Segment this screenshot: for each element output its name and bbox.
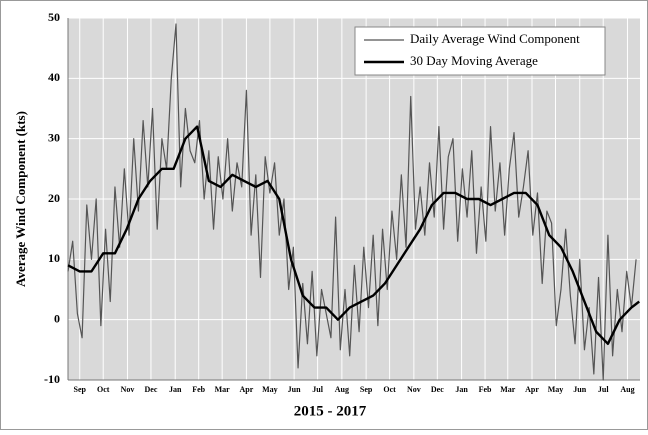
- x-tick-label: Feb: [192, 385, 205, 394]
- x-tick-label: Mar: [215, 385, 231, 394]
- x-tick-label: Aug: [335, 385, 349, 394]
- x-tick-label: Mar: [500, 385, 516, 394]
- x-tick-label: Jul: [598, 385, 609, 394]
- y-tick-label: 40: [48, 70, 60, 84]
- x-tick-label: Feb: [479, 385, 492, 394]
- x-tick-label: Apr: [525, 385, 539, 394]
- grid: [67, 17, 640, 381]
- lines: [67, 23, 640, 381]
- x-tick-label: Nov: [407, 385, 421, 394]
- y-tick-label: 10: [48, 251, 60, 265]
- x-tick-label: Oct: [383, 385, 396, 394]
- x-tick-label: Jun: [288, 385, 301, 394]
- y-tick-label: 0: [54, 311, 60, 325]
- x-tick-label: Nov: [121, 385, 135, 394]
- x-tick-label: Jun: [573, 385, 586, 394]
- y-tick-label: 20: [48, 191, 60, 205]
- y-axis-title: Average Wind Component (kts): [13, 111, 28, 287]
- x-tick-label: Sep: [360, 385, 373, 394]
- x-tick-label: Sep: [74, 385, 87, 394]
- legend-label: 30 Day Moving Average: [410, 53, 538, 68]
- x-tick-label: Jul: [312, 385, 323, 394]
- x-tick-label: May: [262, 385, 278, 394]
- y-tick-label: 30: [48, 130, 60, 144]
- x-tick-label: Jan: [169, 385, 182, 394]
- x-tick-label: Oct: [97, 385, 110, 394]
- y-tick-label: -10: [44, 372, 60, 386]
- x-axis-title: 2015 - 2017: [294, 403, 367, 419]
- legend-label: Daily Average Wind Component: [410, 31, 580, 46]
- x-tick-label: Dec: [431, 385, 444, 394]
- series-line: [67, 125, 640, 345]
- x-tick-label: Apr: [240, 385, 254, 394]
- legend: Daily Average Wind Component 30 Day Movin…: [354, 26, 606, 76]
- series-line: [67, 23, 637, 381]
- y-tick-label: 50: [48, 10, 60, 24]
- x-tick-label: Dec: [144, 385, 157, 394]
- legend-box: [354, 26, 606, 76]
- x-tick-label: May: [548, 385, 564, 394]
- x-tick-label: Jan: [455, 385, 468, 394]
- x-tick-label: Aug: [620, 385, 634, 394]
